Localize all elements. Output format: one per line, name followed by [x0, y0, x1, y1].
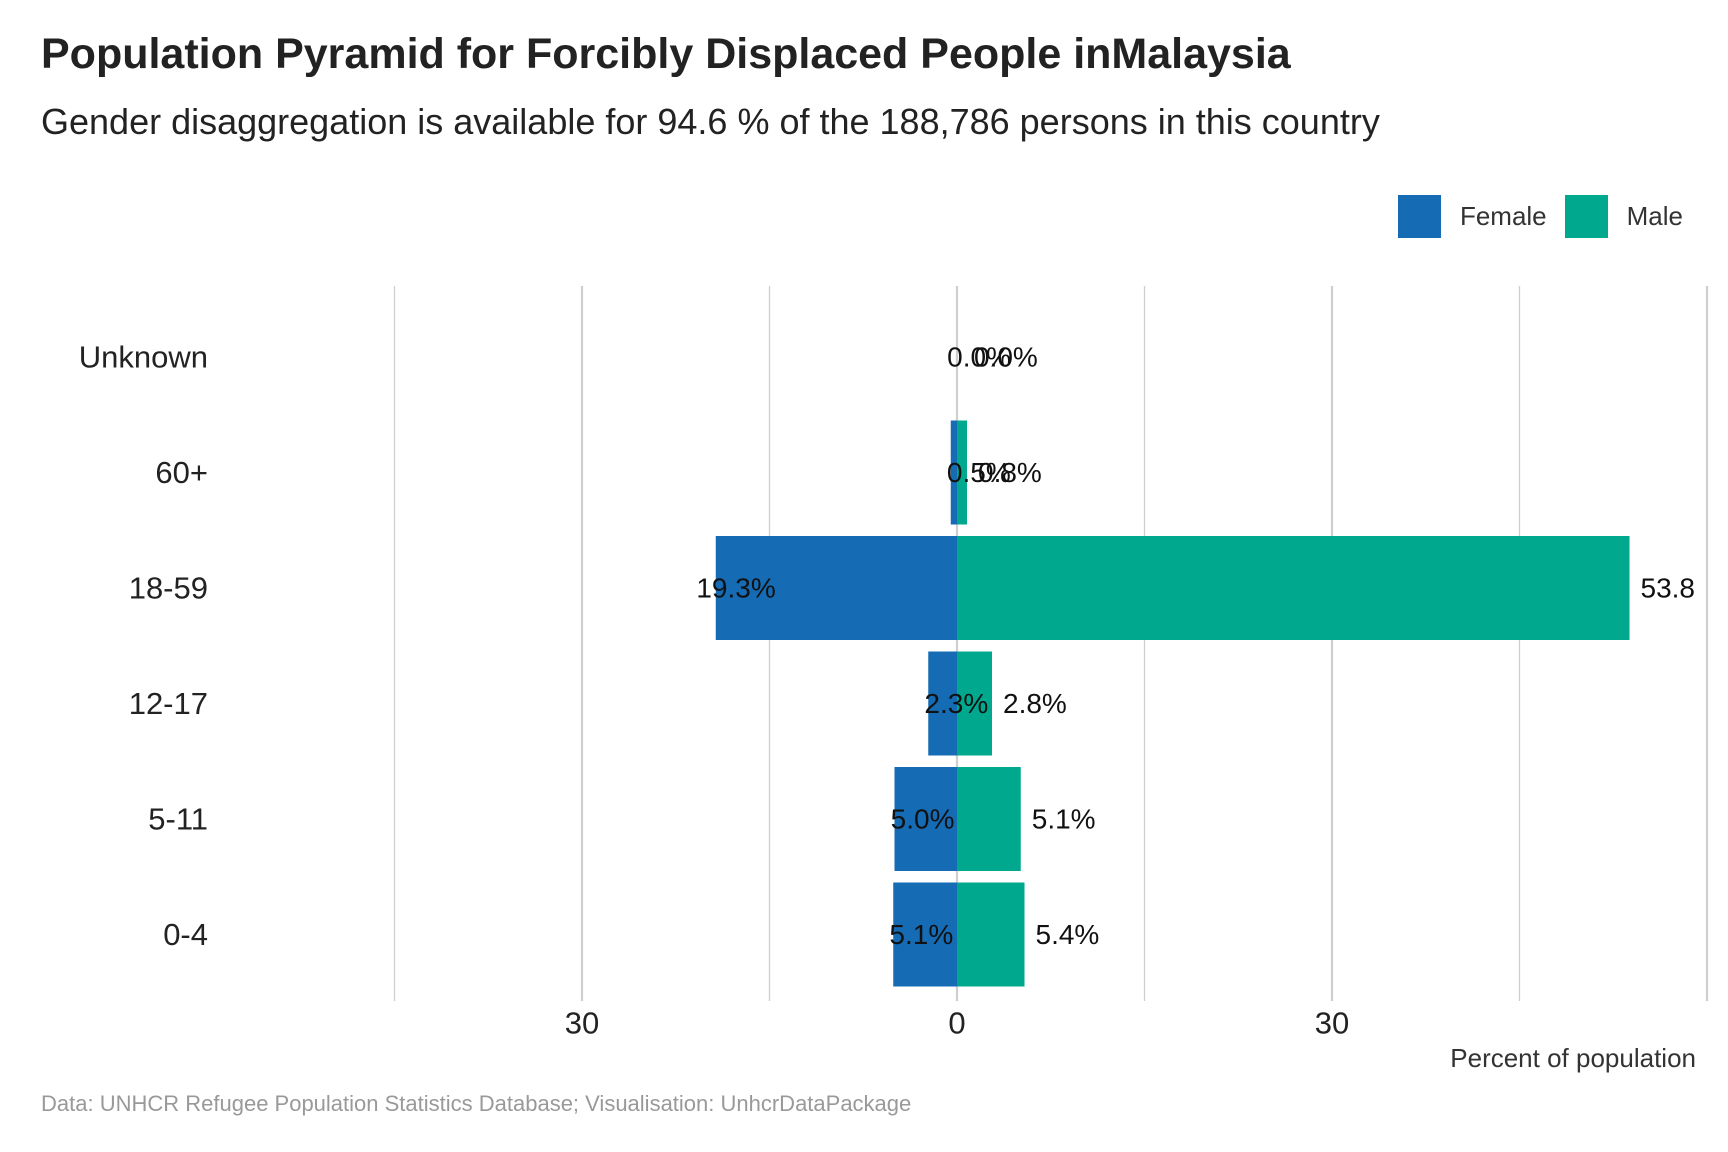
data-label-male: 5.1%: [1032, 804, 1096, 835]
data-label-female: 0.5%: [947, 457, 1011, 488]
y-tick-label: 0-4: [163, 917, 208, 952]
legend-item-female: Female: [1397, 194, 1547, 238]
bar-female: [928, 651, 957, 756]
data-label-male: 53.8: [1641, 573, 1696, 604]
data-label-male: 2.8%: [1003, 688, 1067, 719]
legend-label-female: Female: [1459, 200, 1547, 231]
bar-female: [715, 536, 957, 640]
x-tick-label: 30: [565, 1006, 599, 1041]
chart-title: Population Pyramid for Forcibly Displace…: [41, 30, 1291, 78]
data-label-male: 5.4%: [1036, 919, 1100, 950]
data-label-male: 0.0%: [974, 342, 1038, 373]
bar-male: [957, 882, 1025, 987]
data-label-female: 5.0%: [891, 804, 955, 835]
data-label-female: 2.3%: [924, 688, 988, 719]
y-tick-label: 18-59: [129, 571, 208, 606]
y-tick-label: 5-11: [148, 802, 208, 837]
y-tick-label: 60+: [155, 455, 208, 490]
bar-male: [957, 651, 992, 756]
x-axis-title: Percent of population: [1450, 1043, 1696, 1073]
bar-female: [893, 882, 957, 987]
bar-female: [894, 767, 957, 871]
data-label-female: 19.3%: [696, 573, 775, 604]
y-tick-label: Unknown: [79, 340, 208, 375]
legend: Female Male: [1380, 194, 1683, 238]
x-tick-label: 0: [948, 1006, 965, 1041]
legend-swatch-male: [1564, 194, 1608, 238]
bar-female: [950, 420, 957, 525]
legend-label-male: Male: [1626, 200, 1683, 231]
bar-male: [957, 536, 1630, 640]
legend-item-male: Male: [1564, 194, 1683, 238]
chart-subtitle: Gender disaggregation is available for 9…: [41, 101, 1380, 142]
x-tick-label: 30: [1315, 1006, 1349, 1041]
y-tick-label: 12-17: [129, 686, 208, 721]
data-label-female: 0.0%: [947, 342, 1011, 373]
chart-caption: Data: UNHCR Refugee Population Statistic…: [41, 1091, 912, 1116]
bar-male: [957, 420, 967, 525]
bar-male: [957, 767, 1021, 871]
legend-swatch-female: [1397, 194, 1441, 238]
data-label-female: 5.1%: [889, 919, 953, 950]
data-label-male: 0.8%: [978, 457, 1042, 488]
